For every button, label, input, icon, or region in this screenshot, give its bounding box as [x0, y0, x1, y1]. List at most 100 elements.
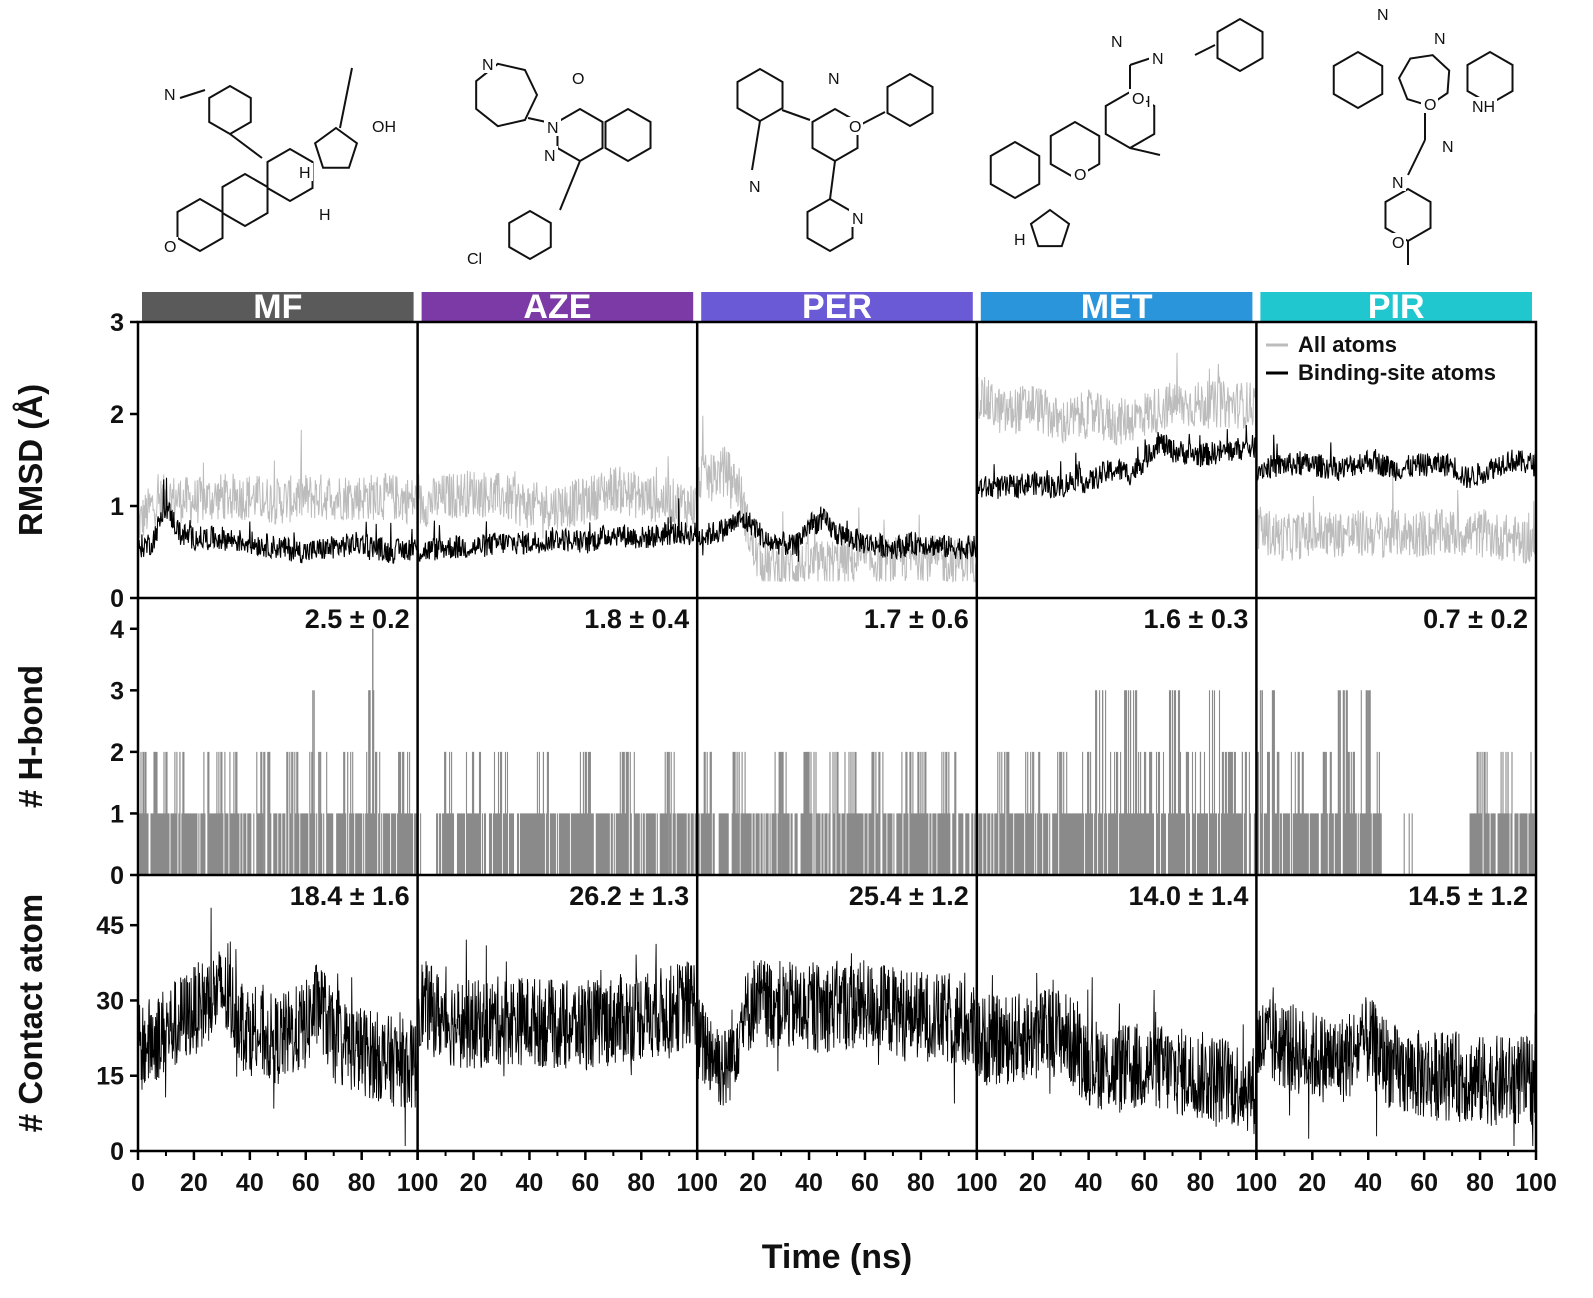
atom-label-bg	[316, 205, 333, 223]
atom-label-bg	[825, 69, 842, 87]
panel-header-aze	[421, 292, 694, 322]
atom-label-bg	[1108, 32, 1125, 50]
molecule-ring	[736, 67, 784, 123]
rmsd-tick-label: 2	[110, 401, 124, 429]
atom-label-bg	[1439, 137, 1456, 155]
contact-line-pir	[1255, 987, 1537, 1147]
atom-label: H	[299, 165, 311, 182]
contact-mean-per: 25.4 ± 1.2	[849, 881, 969, 911]
rmsd-all-atoms-line-pir	[1255, 473, 1537, 564]
panel-header-mf	[142, 292, 414, 322]
x-tick-label: 80	[907, 1169, 935, 1197]
molecule-ring	[176, 197, 224, 253]
molecule-bond	[859, 111, 886, 126]
x-tick-label: 20	[460, 1169, 488, 1197]
panel-label-mf: MF	[253, 288, 302, 326]
panel-header-per	[701, 292, 973, 322]
hbond-bars-aze	[420, 751, 698, 875]
atom-label-bg	[849, 209, 866, 227]
molecule-bond	[1129, 147, 1161, 156]
atom-label: O	[1392, 235, 1404, 252]
hbond-mean-per: 1.7 ± 0.6	[864, 604, 969, 634]
atom-label: N	[828, 71, 840, 88]
x-tick-label: 0	[131, 1169, 145, 1197]
molecule-ring	[266, 147, 314, 203]
atom-label-bg	[161, 85, 178, 103]
contact-tick-label: 15	[96, 1063, 124, 1091]
contact-mean-aze: 26.2 ± 1.3	[569, 881, 689, 911]
molecule-bond	[829, 160, 836, 200]
molecule-ring	[221, 172, 269, 228]
x-tick-label: 100	[956, 1169, 998, 1197]
molecule-ring	[1216, 17, 1264, 73]
hbond-mean-aze: 1.8 ± 0.4	[584, 604, 689, 634]
x-tick-label: 20	[1019, 1169, 1047, 1197]
molecule-ring	[806, 197, 854, 253]
atom-label: O	[1132, 91, 1144, 108]
x-tick-label: 100	[397, 1169, 439, 1197]
atom-label: N	[749, 179, 761, 196]
contact-axis-label: # Contact atom	[12, 894, 49, 1132]
contact-mean-met: 14.0 ± 1.4	[1128, 881, 1248, 911]
atom-label-bg	[569, 69, 586, 87]
molecule-ring	[604, 107, 652, 163]
x-tick-label: 80	[627, 1169, 655, 1197]
molecule-ring	[1332, 50, 1384, 110]
atom-label-bg	[296, 163, 313, 181]
atom-label: O	[164, 239, 176, 256]
hbond-tick-label: 4	[110, 616, 124, 644]
molecule-structures: NOHHHONONNClNONNNHNOOHNNONHNNO	[161, 5, 1514, 268]
panel-label-per: PER	[802, 288, 872, 326]
atom-label-bg	[1421, 95, 1438, 113]
atom-label-bg	[1374, 5, 1391, 23]
atom-label: H	[319, 207, 331, 224]
contact-tick-label: 30	[96, 987, 124, 1015]
atom-label: N	[544, 148, 556, 165]
x-tick-label: 80	[1187, 1169, 1215, 1197]
atom-label-bg	[1431, 29, 1448, 47]
atom-label: N	[482, 57, 494, 74]
atom-label-bg	[1071, 165, 1088, 183]
x-tick-label: 40	[1354, 1169, 1382, 1197]
x-tick-label: 40	[795, 1169, 823, 1197]
x-tick-label: 60	[571, 1169, 599, 1197]
atom-label-bg	[1129, 89, 1146, 107]
atom-label: N	[1377, 7, 1389, 24]
x-tick-label: 100	[676, 1169, 718, 1197]
atom-label: Cl	[467, 251, 482, 268]
molecule-bond	[751, 120, 761, 171]
molecule-bond	[229, 133, 263, 159]
panel-header-pir	[1260, 292, 1532, 322]
rmsd-all-atoms-line-aze	[417, 456, 698, 539]
atom-label: N	[164, 87, 176, 104]
rmsd-binding-site-line-per	[696, 506, 978, 562]
molecule-ring	[313, 126, 359, 169]
atom-label: N	[1392, 175, 1404, 192]
x-tick-label: 40	[236, 1169, 264, 1197]
atom-label: N	[1434, 31, 1446, 48]
x-tick-label: 80	[348, 1169, 376, 1197]
hbond-mean-pir: 0.7 ± 0.2	[1423, 604, 1528, 634]
atom-label: N	[1442, 139, 1454, 156]
hbond-tick-label: 3	[110, 677, 124, 705]
molecule-ring	[886, 72, 934, 128]
rmsd-binding-site-line-met	[976, 424, 1257, 499]
plot-area	[137, 352, 1537, 1147]
hbond-tick-label: 2	[110, 739, 124, 767]
molecule-bond	[339, 67, 353, 129]
atom-label-bg	[746, 177, 763, 195]
atom-label-bg	[541, 146, 558, 164]
panel-header-met	[980, 292, 1253, 322]
x-tick-label: 80	[1466, 1169, 1494, 1197]
legend-label-all-atoms: All atoms	[1298, 332, 1397, 357]
panel-headers: MF AZE PER MET PIR	[142, 288, 1532, 326]
molecule-bond	[179, 89, 206, 99]
atom-label-bg	[369, 117, 397, 135]
molecule-ring	[989, 140, 1041, 200]
rmsd-binding-site-line-pir	[1255, 434, 1537, 489]
rmsd-binding-site-line-mf	[137, 477, 419, 564]
axes: 2.5 ± 0.2 1.8 ± 0.4 1.7 ± 0.6 1.6 ± 0.3 0.7 …	[12, 309, 1557, 1276]
atom-label: N	[547, 120, 559, 137]
atom-label: O	[1074, 167, 1086, 184]
atom-label-bg	[479, 55, 496, 73]
